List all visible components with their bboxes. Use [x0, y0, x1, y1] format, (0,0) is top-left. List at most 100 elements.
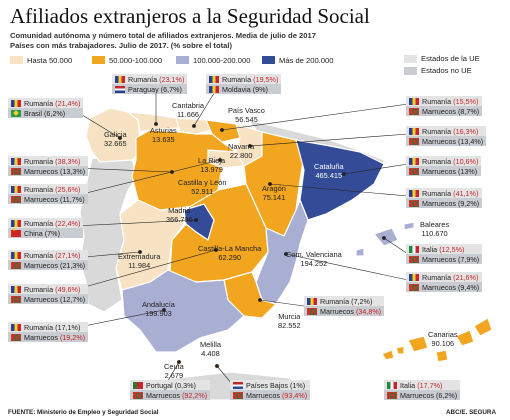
flag-icon [11, 157, 21, 165]
legend-swatch [92, 56, 105, 64]
region-label-extremadura: Extremadura 11.984 [118, 252, 160, 270]
legend-label-ue: Estados de la UE [421, 54, 480, 63]
baleares-ibiza-shape [355, 247, 365, 257]
country-row: Rumanía (21,4%) [8, 98, 84, 108]
country-pct: (13%) [457, 166, 478, 176]
country-pct: (21,3%) [59, 260, 86, 270]
flag-icon [115, 85, 125, 93]
andalucia-shape [121, 269, 245, 353]
country-pct: (34,8%) [355, 306, 382, 316]
country-name: Brasil [24, 108, 44, 118]
country-name: Italia [422, 244, 440, 254]
leader-line [73, 219, 197, 227]
flag-icon [409, 137, 419, 145]
region-label-valencia: Com. Valenciana 194.252 [286, 250, 342, 268]
country-name: Rumanía [422, 96, 454, 106]
castilla-leon-shape [131, 129, 237, 211]
country-row: Marruecos (19,2%) [8, 332, 89, 342]
flag-icon [409, 127, 419, 135]
region-value: 2.679 [164, 371, 184, 380]
flag-icon [11, 295, 21, 303]
region-value: 13.979 [200, 165, 223, 174]
country-name: Marruecos [24, 332, 60, 342]
region-label-pais-vasco: País Vasco 56.545 [228, 106, 265, 124]
country-pct: (93,4%) [281, 390, 308, 400]
region-value: 32.665 [104, 139, 127, 148]
region-name: Murcia [278, 312, 301, 321]
country-pct: (92,2%) [181, 390, 208, 400]
country-name: Rumanía [24, 284, 56, 294]
country-row: Italia (12,5%) [406, 244, 483, 254]
country-pct: (13,4%) [457, 136, 484, 146]
country-pct: (38,3%) [55, 156, 81, 166]
leader-line [249, 133, 409, 147]
legend-noue: Estados no UE [404, 66, 472, 75]
country-name: Rumanía [24, 184, 56, 194]
region-name: La Rioja [198, 156, 226, 165]
country-pct: (15,5%) [453, 96, 479, 106]
asturias-shape [127, 111, 181, 133]
flag-icon [11, 323, 21, 331]
leader-line [73, 167, 173, 173]
country-row: Rumanía (38,3%) [8, 156, 89, 166]
flag-icon [409, 255, 419, 263]
region-label-rioja: La Rioja 13.979 [198, 156, 225, 174]
flag-icon [209, 75, 219, 83]
country-row: Marruecos (92,2%) [130, 390, 211, 400]
country-row: Moldavia (9%) [206, 84, 282, 94]
region-name: Aragón [262, 184, 286, 193]
region-label-castilla-leon: Castilla y León 52.911 [178, 178, 226, 196]
region-value: 199.903 [145, 309, 172, 318]
flag-icon [409, 167, 419, 175]
country-row: Marruecos (11,7%) [8, 194, 88, 204]
region-label-ceuta: Ceuta 2.679 [164, 362, 184, 380]
flag-icon [209, 85, 219, 93]
country-pct: (12,7%) [59, 294, 86, 304]
region-label-cantabria: Cantabria 11.666 [172, 101, 204, 119]
canarias-island-1 [381, 349, 395, 361]
leader-line [343, 163, 409, 175]
country-box-baleares: Italia (12,5%) Marruecos (7,9%) [406, 244, 483, 264]
country-pct: (8,7%) [457, 106, 480, 116]
country-box-andalucia: Rumanía (17,1%) Marruecos (19,2%) [8, 322, 89, 342]
subtitle: Comunidad autónoma y número total de afi… [10, 31, 316, 51]
extremadura-shape [115, 199, 185, 291]
country-pct: (19,2%) [59, 332, 86, 342]
region-label-baleares: Baleares 110.670 [420, 220, 449, 238]
flag-icon [11, 167, 21, 175]
country-row: Rumanía (27,1%) [8, 250, 89, 260]
country-row: Rumanía (7,2%) [304, 296, 385, 306]
region-value: 13.635 [152, 135, 175, 144]
country-box-galicia: Rumanía (21,4%) Brasil (6,2%) [8, 98, 84, 118]
country-box-valencia: Rumanía (21,6%) Marruecos (9,4%) [406, 272, 483, 292]
leader-line [193, 89, 217, 127]
country-row: Rumanía (21,6%) [406, 272, 483, 282]
canarias-island-2 [395, 345, 405, 355]
country-pct: (6,2%) [43, 108, 66, 118]
country-row: Portugal (0,3%) [130, 380, 211, 390]
country-row: Rumanía (17,1%) [8, 322, 89, 332]
country-pct: (17,7%) [417, 380, 443, 390]
source-note: FUENTE: Ministerio de Empleo y Seguridad… [8, 409, 159, 416]
country-name: Rumanía [422, 156, 454, 166]
flag-icon [11, 185, 21, 193]
region-value: 82.552 [278, 321, 301, 330]
country-box-castilla-mancha: Rumanía (49,6%) Marruecos (12,7%) [8, 284, 89, 304]
region-label-canarias: Canarias 90.106 [428, 330, 458, 348]
region-name: Com. Valenciana [286, 250, 342, 259]
region-label-castilla-mancha: Castilla-La Mancha 62.290 [198, 244, 261, 262]
flag-icon [11, 261, 21, 269]
leader-line [73, 249, 217, 291]
region-name: Castilla-La Mancha [198, 244, 262, 253]
valencia-shape [255, 199, 309, 305]
region-value: 110.670 [421, 229, 448, 238]
country-name: Portugal [146, 380, 175, 390]
country-name: Rumanía [422, 272, 454, 282]
page-title: Afiliados extranjeros a la Seguridad Soc… [10, 4, 370, 28]
country-name: China [24, 228, 45, 238]
region-value: 75.141 [262, 193, 286, 202]
flag-icon [115, 75, 125, 83]
region-name: Galicia [104, 130, 127, 139]
country-pct: (25,6%) [55, 184, 81, 194]
